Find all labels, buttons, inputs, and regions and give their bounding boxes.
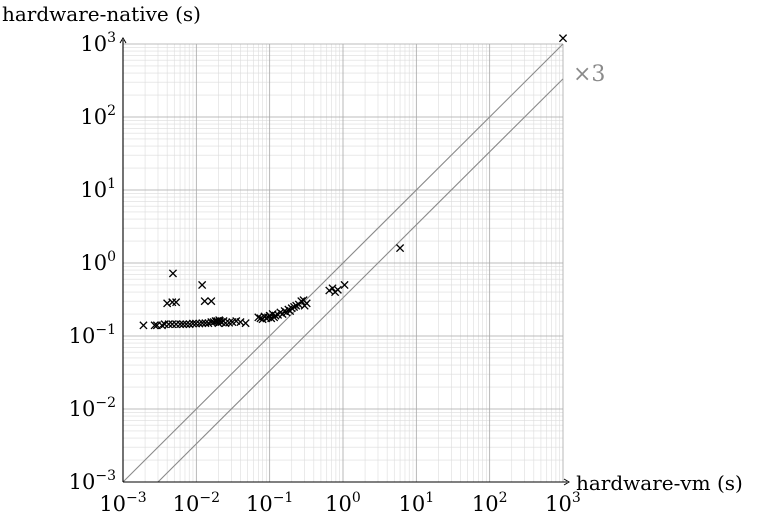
data-point	[340, 280, 349, 290]
data-point	[396, 244, 405, 253]
x-tick-label: 101	[399, 490, 435, 516]
y-tick-label: 103	[80, 30, 116, 56]
y-tick-label: 102	[80, 103, 116, 129]
data-point	[256, 314, 265, 323]
data-point	[271, 311, 280, 320]
tick-base: 10	[246, 492, 273, 516]
tick-exponent: 3	[107, 30, 116, 46]
data-point	[333, 285, 342, 294]
x-tick-label: 103	[545, 490, 581, 516]
data-point	[302, 299, 311, 308]
y-tick-label: 10−3	[69, 468, 116, 494]
data-point	[172, 298, 181, 307]
tick-base: 10	[80, 32, 107, 56]
data-point	[168, 320, 177, 329]
tick-base: 10	[69, 324, 96, 348]
x-tick-labels: 10−3 10−2 10−1 100 101 102 103	[99, 490, 581, 516]
tick-base: 10	[545, 492, 572, 516]
axes	[119, 37, 570, 486]
data-point	[172, 320, 181, 329]
x-tick-label: 102	[472, 490, 508, 516]
tick-exponent: 2	[107, 103, 116, 119]
data-point	[198, 280, 207, 290]
data-point	[157, 321, 167, 330]
x-tick-label: 10−1	[246, 490, 293, 516]
y-tick-label: 101	[80, 176, 116, 202]
tick-exponent: 3	[572, 490, 581, 506]
tick-base: 10	[80, 105, 107, 129]
data-point	[287, 304, 296, 313]
x-tick-label: 10−2	[173, 490, 220, 516]
y-tick-label: 100	[80, 249, 116, 275]
y-axis-label: hardware-native (s)	[2, 2, 201, 26]
reference-line-label: ×3	[573, 62, 605, 87]
data-point	[182, 320, 191, 329]
data-point	[241, 319, 250, 328]
reference-line-1	[122, 43, 564, 483]
data-point	[168, 298, 177, 307]
tick-exponent: −3	[126, 490, 147, 506]
tick-exponent: 1	[107, 176, 116, 192]
reference-lines: ×3	[122, 43, 605, 483]
data-point	[188, 319, 198, 328]
data-point	[150, 321, 159, 330]
y-tick-label: 10−2	[69, 395, 116, 421]
tick-base: 10	[99, 492, 126, 516]
data-point	[297, 297, 306, 306]
data-point	[207, 297, 216, 306]
tick-exponent: −2	[199, 490, 220, 506]
data-point	[225, 318, 234, 327]
data-point	[328, 284, 337, 293]
data-point	[200, 297, 209, 306]
data-point	[558, 34, 568, 43]
y-axis-arrow	[119, 37, 127, 44]
tick-base: 10	[173, 492, 200, 516]
x-tick-label: 100	[325, 490, 361, 516]
tick-exponent: 0	[352, 490, 361, 506]
x-tick-label: 10−3	[99, 490, 146, 516]
data-point	[176, 320, 185, 329]
data-point	[139, 321, 148, 330]
tick-base: 10	[472, 492, 499, 516]
data-point	[191, 319, 201, 328]
x-axis-label: hardware-vm (s)	[576, 471, 743, 495]
data-point	[198, 319, 207, 328]
tick-base: 10	[80, 251, 107, 275]
tick-exponent: 1	[425, 490, 434, 506]
data-point	[179, 320, 188, 329]
tick-base: 10	[325, 492, 352, 516]
tick-exponent: 2	[499, 490, 508, 506]
tick-base: 10	[399, 492, 426, 516]
tick-exponent: −3	[95, 468, 116, 484]
tick-base: 10	[69, 470, 96, 494]
reference-line-2	[157, 78, 564, 483]
x-axis-arrow	[563, 478, 570, 486]
data-point	[168, 269, 178, 278]
tick-exponent: 0	[107, 249, 116, 265]
tick-exponent: −1	[273, 490, 294, 506]
data-points	[139, 34, 568, 330]
tick-exponent: −2	[95, 395, 116, 411]
tick-base: 10	[80, 178, 107, 202]
data-point	[164, 320, 173, 329]
tick-base: 10	[69, 397, 96, 421]
tick-exponent: −1	[95, 322, 116, 338]
y-tick-label: 10−1	[69, 322, 116, 348]
